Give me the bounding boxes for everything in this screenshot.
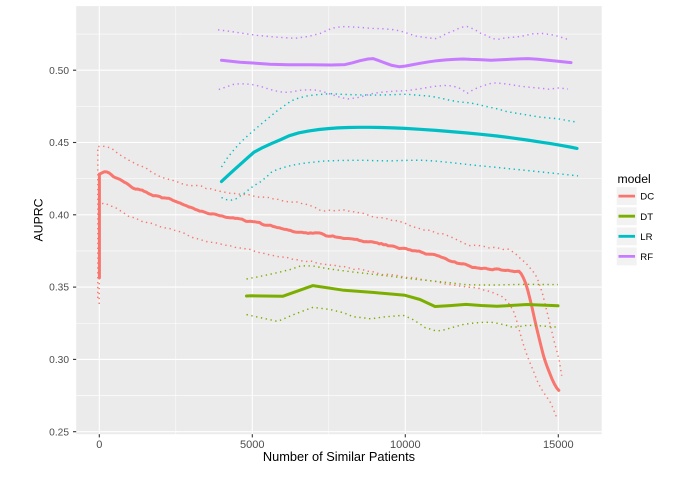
svg-text:Number of Similar Patients: Number of Similar Patients xyxy=(263,449,415,464)
svg-text:15000: 15000 xyxy=(543,439,574,451)
svg-text:LR: LR xyxy=(640,232,652,243)
svg-text:0.45: 0.45 xyxy=(49,138,69,149)
svg-text:AUPRC: AUPRC xyxy=(32,198,46,241)
svg-text:DC: DC xyxy=(640,192,654,203)
svg-text:0.30: 0.30 xyxy=(49,355,69,366)
svg-text:0.40: 0.40 xyxy=(49,210,69,221)
svg-text:5000: 5000 xyxy=(240,439,264,451)
svg-text:0: 0 xyxy=(96,439,102,451)
svg-text:model: model xyxy=(618,172,651,186)
svg-text:10000: 10000 xyxy=(390,439,421,451)
svg-text:DT: DT xyxy=(640,212,653,223)
svg-text:0.25: 0.25 xyxy=(49,427,69,438)
svg-text:RF: RF xyxy=(640,252,653,263)
svg-text:0.50: 0.50 xyxy=(49,66,69,77)
svg-text:0.35: 0.35 xyxy=(49,283,69,294)
